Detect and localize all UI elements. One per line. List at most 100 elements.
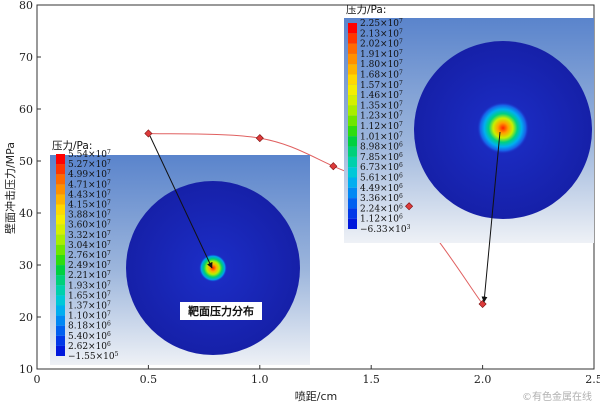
x-tick-label: 0: [34, 373, 41, 386]
legend-value: 2.62×106: [68, 341, 111, 352]
legend-swatch: [56, 214, 65, 225]
legend-mantissa: 5.54×10: [68, 150, 107, 160]
legend-mantissa: 3.04×10: [68, 241, 107, 251]
legend-value: 2.25×107: [360, 18, 403, 29]
legend-value: 1.80×107: [360, 59, 403, 70]
x-tick-label: 2.0: [474, 373, 492, 386]
legend-mantissa: 1.23×10: [360, 112, 399, 122]
legend-exponent: 7: [107, 179, 111, 186]
legend-exponent: 7: [107, 159, 111, 166]
legend-mantissa: 1.91×10: [360, 50, 399, 60]
legend-swatch: [348, 177, 357, 188]
annotation-box: [180, 302, 262, 320]
y-tick-label: 60: [19, 103, 33, 116]
legend-exponent: 7: [399, 80, 403, 87]
legend-mantissa: 2.21×10: [68, 271, 107, 281]
legend-swatch: [348, 136, 357, 147]
legend-swatch: [56, 325, 65, 336]
legend-mantissa: 1.68×10: [360, 71, 399, 81]
legend-exponent: 7: [107, 240, 111, 247]
legend-exponent: 6: [399, 162, 403, 169]
legend-value: 5.61×106: [360, 173, 403, 184]
legend-swatch: [56, 285, 65, 296]
y-axis: 10 20 30 40 50 60 70 80: [19, 0, 41, 376]
legend-mantissa: −6.33×10: [360, 225, 407, 235]
legend-mantissa: 1.10×10: [68, 312, 107, 322]
legend-value: 1.65×107: [68, 290, 111, 301]
legend-swatch: [348, 126, 357, 137]
legend-exponent: 7: [399, 131, 403, 138]
legend-swatch: [348, 218, 357, 229]
legend-value: 1.37×107: [68, 301, 111, 312]
legend-value: 2.21×107: [68, 270, 111, 281]
left-pressure-hotspot: [199, 254, 227, 282]
y-tick-label: 50: [19, 155, 33, 168]
legend-mantissa: 4.49×10: [360, 184, 399, 194]
y-tick-label: 20: [19, 311, 33, 324]
legend-swatch: [348, 208, 357, 219]
legend-exponent: 6: [399, 214, 403, 221]
legend-swatch: [56, 315, 65, 326]
legend-value: 4.49×106: [360, 183, 403, 194]
legend-swatch: [56, 255, 65, 266]
x-tick-label: 2.5: [585, 373, 600, 386]
legend-value: 1.57×107: [360, 80, 403, 91]
legend-mantissa: 3.36×10: [360, 194, 399, 204]
legend-exponent: 3: [407, 224, 411, 231]
legend-mantissa: 1.01×10: [360, 132, 399, 142]
legend-value: 4.15×107: [68, 200, 111, 211]
legend-swatch: [56, 234, 65, 245]
legend-mantissa: 5.27×10: [68, 160, 107, 170]
legend-swatch: [348, 95, 357, 106]
legend-swatch: [348, 64, 357, 75]
legend-exponent: 7: [107, 280, 111, 287]
legend-mantissa: 1.12×10: [360, 215, 399, 225]
legend-exponent: 6: [399, 193, 403, 200]
legend-swatch: [348, 43, 357, 54]
legend-value: 2.02×107: [360, 39, 403, 50]
legend-mantissa: 2.62×10: [68, 342, 107, 352]
legend-exponent: 6: [399, 183, 403, 190]
legend-swatch: [348, 156, 357, 168]
legend-swatch: [56, 204, 65, 215]
legend-mantissa: 1.35×10: [360, 101, 399, 111]
legend-value: 4.71×107: [68, 179, 111, 190]
legend-swatch: [56, 275, 65, 286]
legend-mantissa: 2.76×10: [68, 251, 107, 261]
series-markers: [144, 129, 487, 309]
y-tick-label: 40: [19, 207, 33, 220]
legend-swatch: [56, 244, 65, 255]
legend-value: 5.54×107: [68, 149, 111, 160]
y-axis-label: 壁面冲击压力/MPa: [3, 142, 17, 234]
legend-swatch: [348, 115, 357, 126]
legend-value: 1.12×106: [360, 214, 403, 225]
legend-mantissa: −1.55×10: [68, 352, 115, 362]
legend-mantissa: 2.49×10: [68, 261, 107, 271]
legend-value: 1.10×107: [68, 311, 111, 322]
legend-swatch: [56, 194, 65, 205]
watermark: ©有色金属在线: [522, 390, 592, 403]
legend-mantissa: 2.25×10: [360, 19, 399, 29]
legend-mantissa: 6.73×10: [360, 163, 399, 173]
legend-exponent: 6: [399, 173, 403, 180]
legend-value: 5.27×107: [68, 159, 111, 170]
legend-mantissa: 5.40×10: [68, 332, 107, 342]
legend-exponent: 7: [399, 49, 403, 56]
legend-mantissa: 4.71×10: [68, 180, 107, 190]
legend-mantissa: 1.93×10: [68, 281, 107, 291]
legend-mantissa: 2.24×10: [360, 204, 399, 214]
legend-exponent: 7: [399, 59, 403, 66]
legend-exponent: 6: [107, 341, 111, 348]
legend-value: −1.55×105: [68, 351, 119, 362]
legend-value: 1.35×107: [360, 100, 403, 111]
legend-swatch: [348, 33, 357, 44]
legend-exponent: 5: [115, 351, 119, 358]
legend-mantissa: 1.37×10: [68, 302, 107, 312]
legend-value: 1.91×107: [360, 49, 403, 60]
data-point-marker: [329, 162, 338, 171]
legend-swatch: [56, 164, 65, 175]
right-inset-panel: 压力/Pa: 2.25×1072.13×1072.02×1071.91×1071…: [344, 3, 594, 243]
legend-swatch: [348, 198, 357, 209]
x-tick-label: 1.0: [251, 373, 269, 386]
